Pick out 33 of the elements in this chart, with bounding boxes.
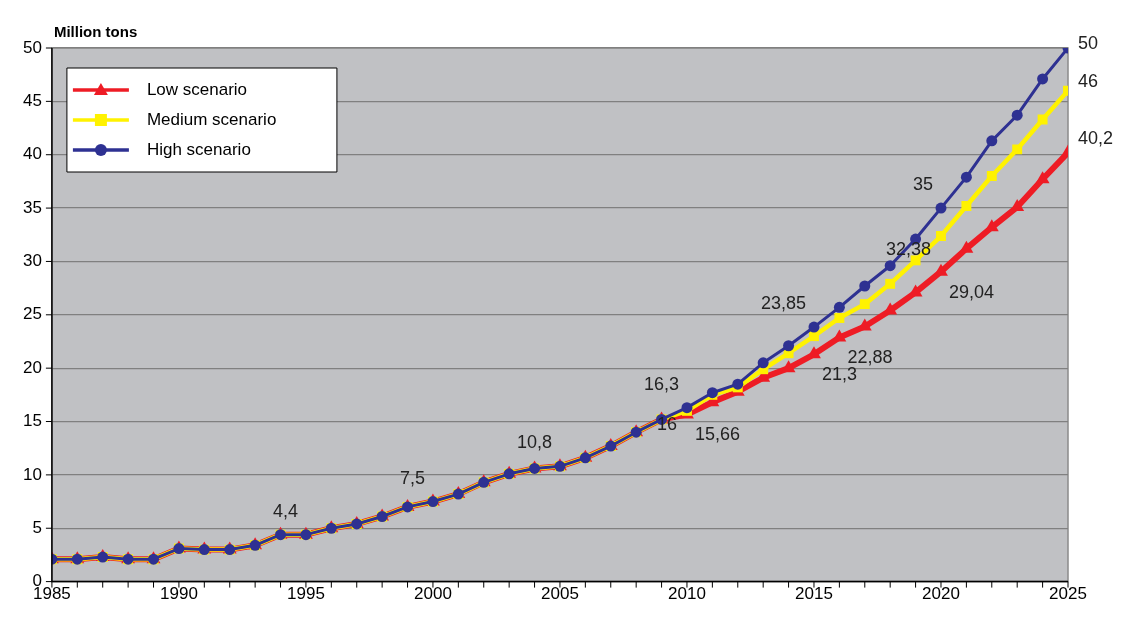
- x-tick-label: 2010: [668, 584, 706, 604]
- y-tick-label: 20: [22, 357, 42, 377]
- data-label: 10,8: [516, 432, 552, 453]
- x-tick-label: 2020: [922, 584, 960, 604]
- legend-label: Low scenario: [146, 79, 248, 99]
- data-label: 4,4: [272, 500, 298, 521]
- data-label: 40,2: [1078, 127, 1114, 148]
- data-label: 46: [1078, 70, 1099, 91]
- legend-label: Medium scenario: [146, 109, 277, 129]
- y-tick-label: 10: [22, 464, 42, 484]
- y-tick-label: 15: [22, 411, 42, 431]
- x-tick-label: 2005: [541, 584, 579, 604]
- data-label: 50: [1078, 32, 1099, 53]
- y-tick-label: 50: [22, 37, 42, 57]
- y-tick-label: 35: [22, 197, 42, 217]
- y-tick-label: 30: [22, 251, 42, 271]
- x-tick-label: 1990: [160, 584, 198, 604]
- y-axis-title: Million tons: [53, 22, 138, 40]
- y-tick-label: 25: [22, 304, 42, 324]
- x-tick-label: 2015: [795, 584, 833, 604]
- x-tick-label: 2000: [414, 584, 452, 604]
- y-tick-label: 45: [22, 91, 42, 111]
- data-label: 35: [912, 174, 933, 195]
- y-tick-label: 5: [32, 517, 42, 537]
- data-label: 7,5: [399, 467, 425, 488]
- data-label: 16,3: [643, 373, 679, 394]
- y-tick-label: 40: [22, 144, 42, 164]
- legend-label: High scenario: [146, 139, 251, 159]
- x-tick-label: 1995: [287, 584, 325, 604]
- x-tick-label: 2025: [1049, 584, 1087, 604]
- data-label: 29,04: [948, 281, 995, 302]
- data-label: 23,85: [760, 293, 806, 314]
- data-label: 15,66: [694, 424, 741, 445]
